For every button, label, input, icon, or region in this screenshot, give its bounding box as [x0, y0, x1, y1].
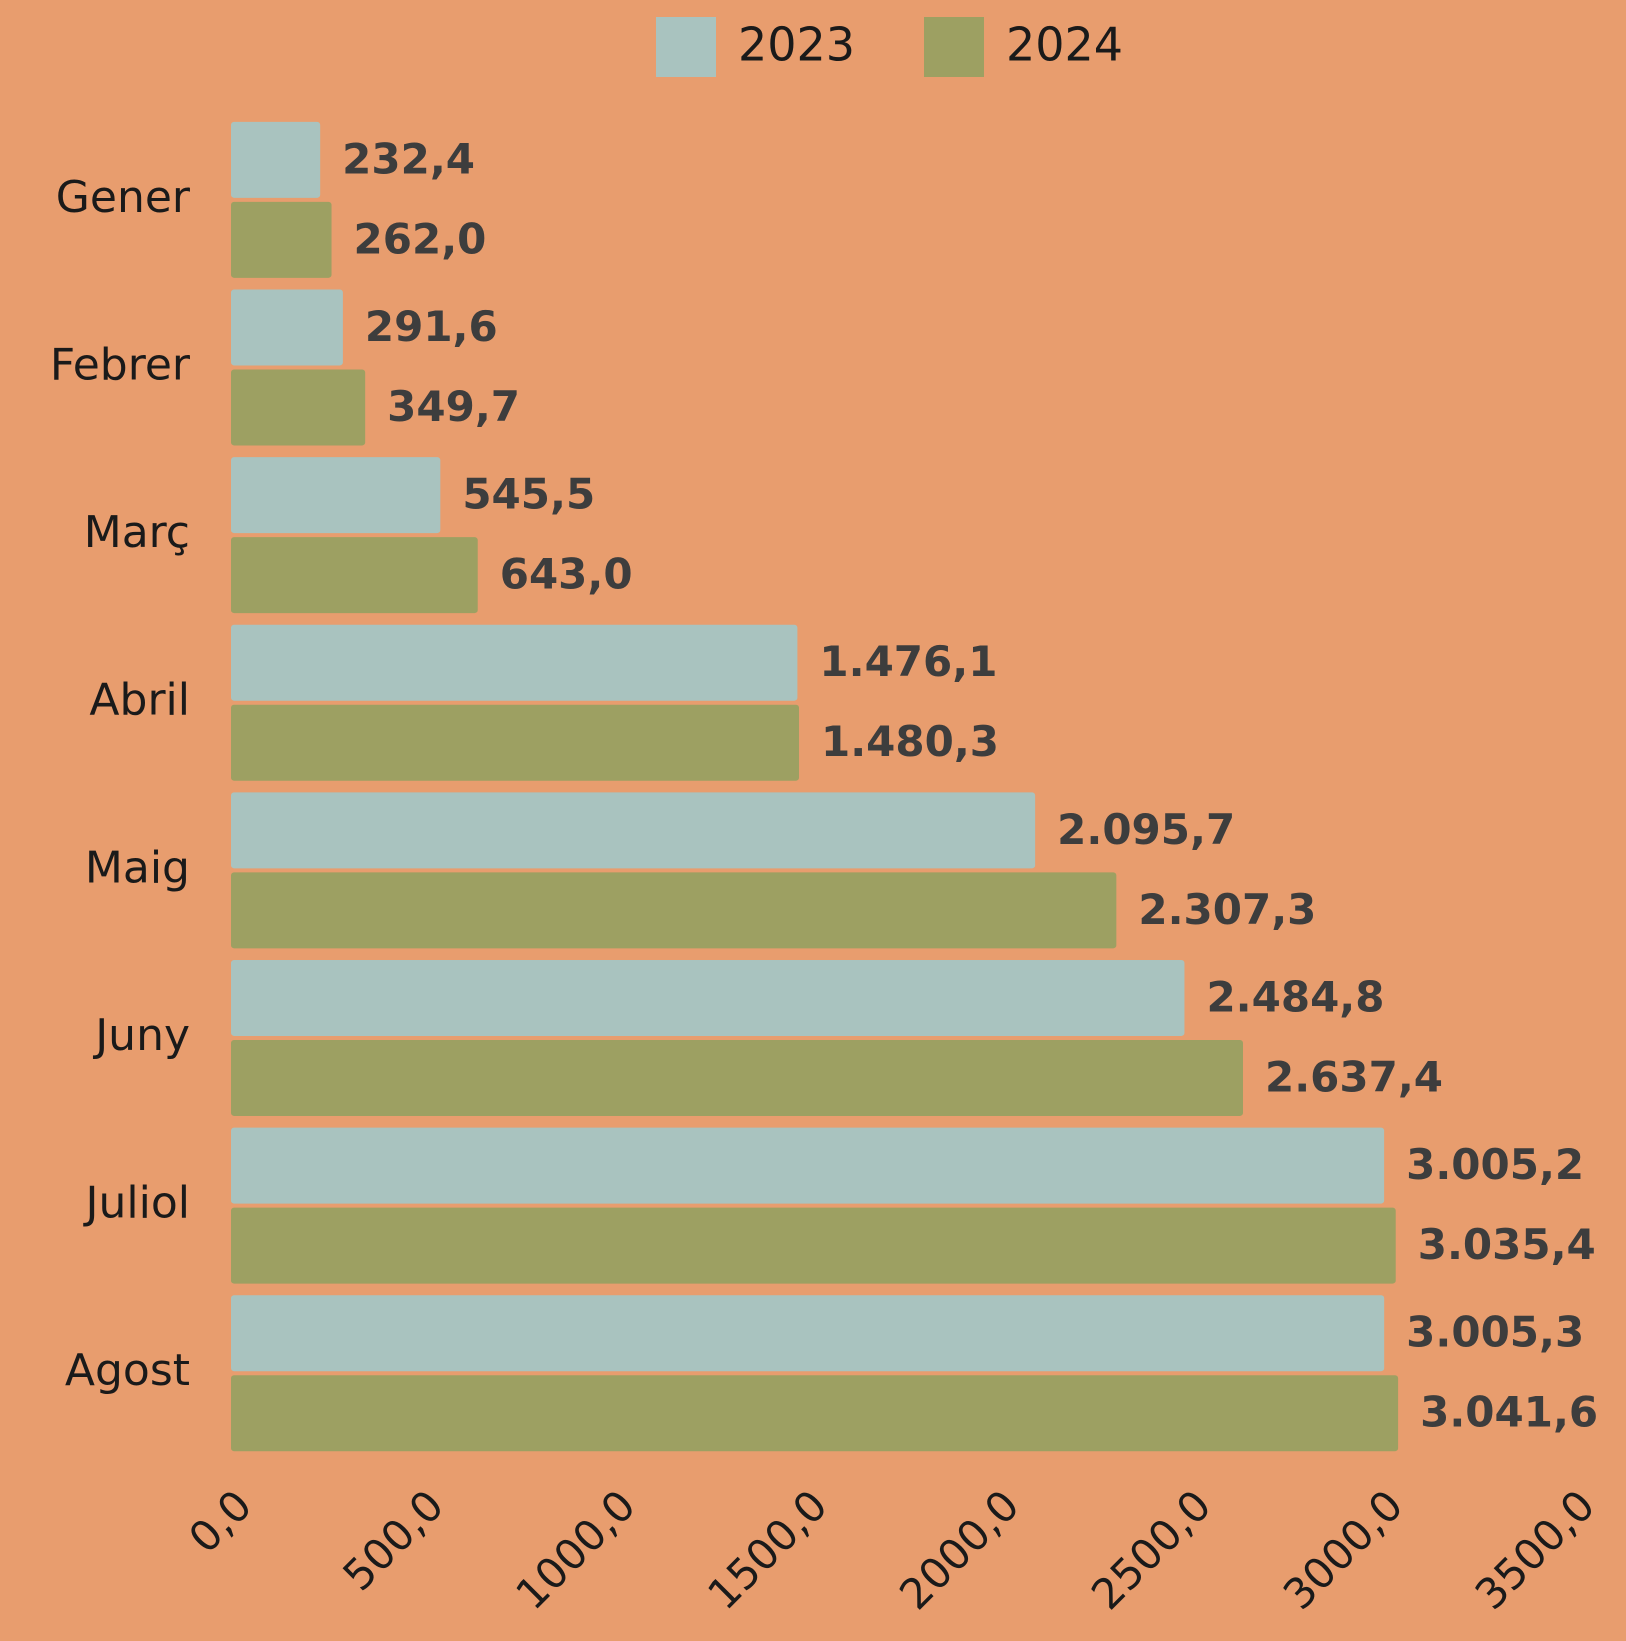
bar [231, 1207, 1396, 1284]
y-tick-label: Agost [65, 1345, 190, 1396]
value-label: 1.476,1 [819, 637, 997, 686]
y-tick-label: Gener [56, 172, 191, 223]
bar [231, 369, 366, 446]
value-label: 545,5 [462, 470, 595, 519]
legend-label: 2023 [738, 18, 855, 72]
value-label: 3.035,4 [1418, 1220, 1596, 1269]
value-label: 3.041,6 [1420, 1388, 1598, 1437]
legend-label: 2024 [1006, 18, 1123, 72]
bar [231, 121, 321, 198]
bar [231, 1375, 1399, 1452]
bar [231, 624, 798, 701]
bar [231, 289, 343, 366]
y-tick-label: Juny [92, 1010, 190, 1061]
value-label: 2.307,3 [1138, 885, 1316, 934]
value-label: 643,0 [500, 550, 633, 599]
bar [231, 872, 1117, 949]
value-label: 2.637,4 [1265, 1052, 1443, 1101]
bar [231, 704, 800, 781]
bar [231, 1039, 1244, 1116]
value-label: 349,7 [387, 382, 520, 431]
bar [231, 1295, 1385, 1372]
value-label: 262,0 [354, 214, 487, 263]
bar [231, 457, 441, 534]
value-label: 2.095,7 [1057, 805, 1235, 854]
y-tick-label: Maig [85, 842, 190, 893]
bar [231, 201, 332, 278]
y-tick-label: Març [84, 507, 190, 558]
value-label: 3.005,2 [1406, 1140, 1584, 1189]
bar [231, 1127, 1385, 1204]
value-label: 291,6 [365, 302, 498, 351]
legend-swatch [924, 17, 984, 77]
y-tick-label: Abril [89, 675, 190, 726]
y-tick-label: Febrer [50, 339, 191, 390]
bar [231, 959, 1185, 1036]
bar [231, 537, 478, 614]
y-tick-label: Juliol [83, 1178, 190, 1229]
value-label: 2.484,8 [1206, 972, 1384, 1021]
value-label: 232,4 [342, 134, 475, 183]
value-label: 1.480,3 [821, 717, 999, 766]
value-label: 3.005,3 [1406, 1308, 1584, 1357]
legend-swatch [656, 17, 716, 77]
bar [231, 792, 1036, 869]
